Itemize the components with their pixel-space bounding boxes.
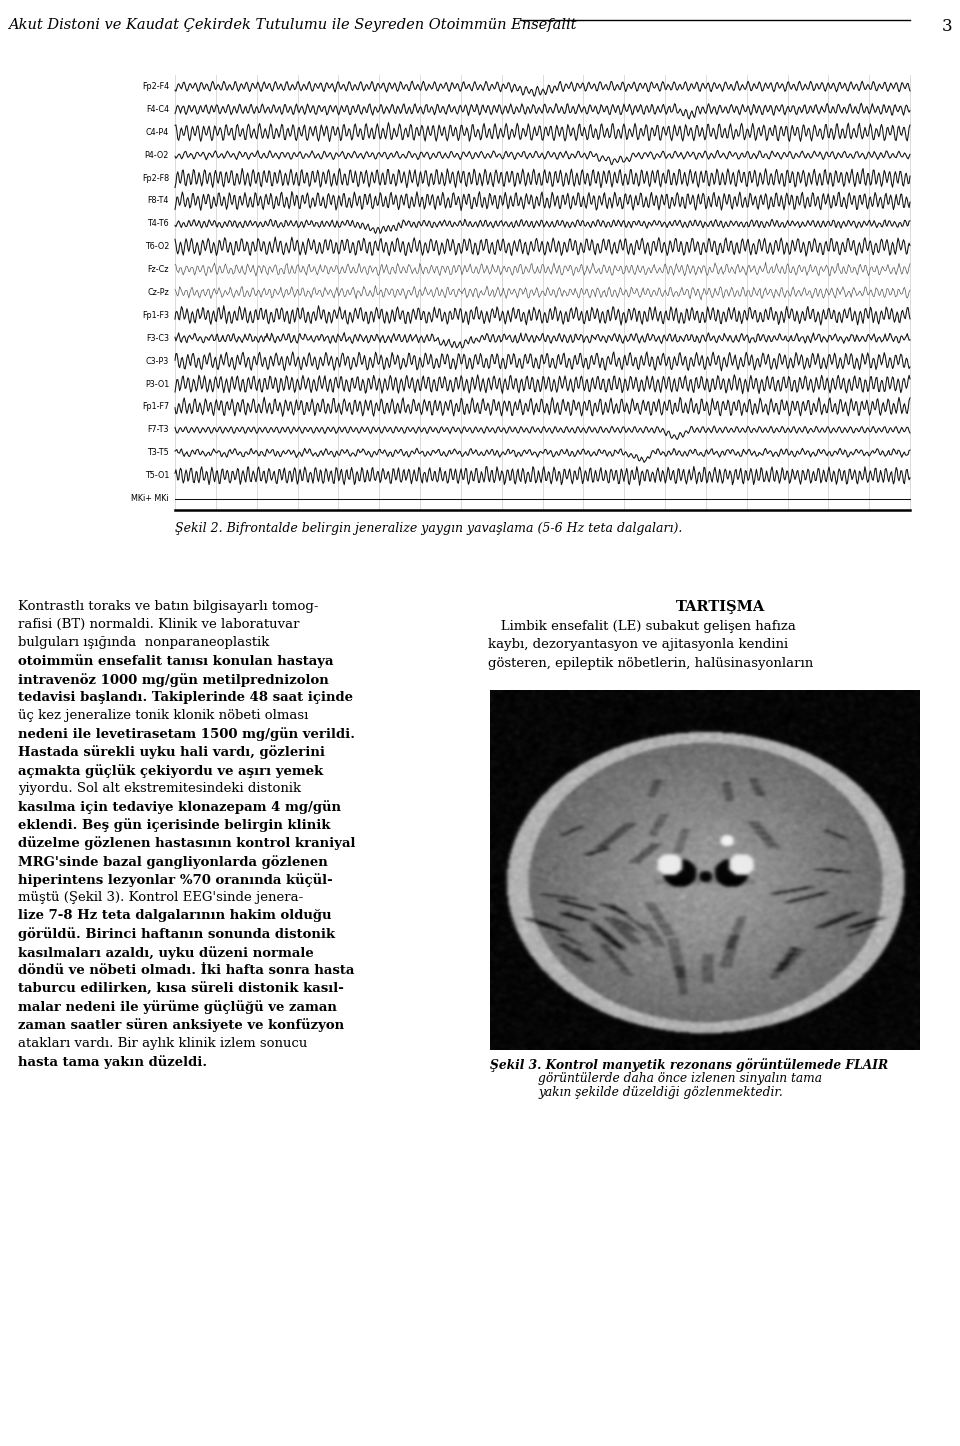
Text: Akut Distoni ve Kaudat Çekirdek Tutulumu ile Seyreden Otoimmün Ensefalit: Akut Distoni ve Kaudat Çekirdek Tutulumu… [8,17,577,32]
Text: hasta tama yakın düzeldi.: hasta tama yakın düzeldi. [18,1056,207,1069]
Text: malar nedeni ile yürüme güçlüğü ve zaman: malar nedeni ile yürüme güçlüğü ve zaman [18,1001,308,1014]
Text: T3-T5: T3-T5 [147,448,169,457]
Text: C4-P4: C4-P4 [146,127,169,137]
Text: lize 7-8 Hz teta dalgalarının hakim olduğu: lize 7-8 Hz teta dalgalarının hakim oldu… [18,910,301,923]
Text: üç kez jeneralize tonik klonik nöbeti olması: üç kez jeneralize tonik klonik nöbeti ol… [18,709,308,722]
Text: döndü ve nöbeti olmadı. İki hafta sonra hasta: döndü ve nöbeti olmadı. İki hafta sonra … [18,964,354,977]
Text: F8-T4: F8-T4 [148,197,169,205]
Text: P3-O1: P3-O1 [145,380,169,389]
Text: lize 7-8 Hz teta dalgalarının hakim olduğu: lize 7-8 Hz teta dalgalarının hakim oldu… [18,910,331,923]
Text: hasta tama yakın düzeldi.: hasta tama yakın düzeldi. [18,1056,190,1069]
Text: kasılma için tedaviye klonazepam 4 mg/gün: kasılma için tedaviye klonazepam 4 mg/gü… [18,800,341,814]
Text: Şekil 2. Bifrontalde belirgin jeneralize yaygın yavaşlama (5-6 Hz teta dalgaları: Şekil 2. Bifrontalde belirgin jeneralize… [175,522,683,535]
Text: müştü (Şekil 3). Kontrol EEG'sinde jenera-: müştü (Şekil 3). Kontrol EEG'sinde jener… [18,891,303,904]
Text: hiperintens lezyonlar %70 oranında küçül-: hiperintens lezyonlar %70 oranında küçül… [18,873,333,886]
Text: malar nedeni ile yürüme güçlüğü ve zaman: malar nedeni ile yürüme güçlüğü ve zaman [18,1001,337,1014]
Text: atakları vardı. Bir aylık klinik izlem sonucu: atakları vardı. Bir aylık klinik izlem s… [18,1037,307,1050]
Text: düzelme gözlenen hastasının kontrol kraniyal: düzelme gözlenen hastasının kontrol kran… [18,837,355,850]
Text: Kontrastlı toraks ve batın bilgisayarlı tomog-: Kontrastlı toraks ve batın bilgisayarlı … [18,600,319,613]
Text: açmakta güçlük çekiyordu ve aşırı yemek: açmakta güçlük çekiyordu ve aşırı yemek [18,763,324,778]
Text: otoimmün ensefalit tanısı konulan hastaya: otoimmün ensefalit tanısı konulan hastay… [18,655,333,668]
Text: MRG'sinde bazal gangliyonlarda gözlenen: MRG'sinde bazal gangliyonlarda gözlenen [18,855,300,868]
Text: Fp2-F4: Fp2-F4 [142,82,169,91]
Text: eklendi. Beş gün içerisinde belirgin klinik: eklendi. Beş gün içerisinde belirgin kli… [18,818,330,833]
Text: üç kez jeneralize tonik klonik nöbeti olması: üç kez jeneralize tonik klonik nöbeti ol… [18,709,308,722]
Text: Şekil 3. Kontrol manyetik rezonans görüntülemede FLAIR: Şekil 3. Kontrol manyetik rezonans görün… [490,1058,888,1071]
Text: görüldü. Birinci haftanın sonunda distonik: görüldü. Birinci haftanın sonunda diston… [18,927,301,940]
Text: MKi+ MKi: MKi+ MKi [132,495,169,503]
Text: 3: 3 [942,17,952,35]
Text: görüldü. Birinci haftanın sonunda distonik: görüldü. Birinci haftanın sonunda diston… [18,927,335,941]
Text: Hastada sürekli uyku hali vardı, gözlerini: Hastada sürekli uyku hali vardı, gözleri… [18,746,325,759]
Text: MRG'sinde bazal gangliyonlarda gözlenen: MRG'sinde bazal gangliyonlarda gözlenen [18,855,327,869]
Text: eklendi. Beş gün içerisinde belirgin klinik: eklendi. Beş gün içerisinde belirgin kli… [18,818,297,831]
Text: Limbik ensefalit (LE) subakut gelişen hafıza: Limbik ensefalit (LE) subakut gelişen ha… [488,620,796,633]
Text: F7-T3: F7-T3 [148,425,169,434]
Text: açmakta güçlük çekiyordu ve aşırı yemek: açmakta güçlük çekiyordu ve aşırı yemek [18,763,297,777]
Text: kaybı, dezoryantasyon ve ajitasyonla kendini: kaybı, dezoryantasyon ve ajitasyonla ken… [488,638,788,651]
Text: Hastada sürekli uyku hali vardı, gözlerini: Hastada sürekli uyku hali vardı, gözleri… [18,746,296,759]
Text: tedavisi başlandı. Takiplerinde 48 saat içinde: tedavisi başlandı. Takiplerinde 48 saat … [18,691,321,704]
Text: yiyordu. Sol alt ekstremitesindeki distonik: yiyordu. Sol alt ekstremitesindeki disto… [18,782,301,795]
Text: bulguları ışığında  nonparaneoplastik: bulguları ışığında nonparaneoplastik [18,636,270,649]
Text: bulguları ışığında  nonparaneoplastik: bulguları ışığında nonparaneoplastik [18,636,270,649]
Text: yiyordu. Sol alt ekstremitesindeki distonik: yiyordu. Sol alt ekstremitesindeki disto… [18,782,301,795]
Text: zaman saatler süren anksiyete ve konfüzyon: zaman saatler süren anksiyete ve konfüzy… [18,1018,315,1031]
Text: tedavisi başlandı. Takiplerinde 48 saat içinde: tedavisi başlandı. Takiplerinde 48 saat … [18,691,353,704]
Text: görüntülerde daha önce izlenen sinyalın tama: görüntülerde daha önce izlenen sinyalın … [538,1071,822,1084]
Text: gösteren, epileptik nöbetlerin, halüsinasyonların: gösteren, epileptik nöbetlerin, halüsina… [488,656,813,669]
Text: P4-O2: P4-O2 [145,150,169,159]
Text: rafisi (BT) normaldi. Klinik ve laboratuvar: rafisi (BT) normaldi. Klinik ve laboratu… [18,619,300,632]
Text: rafisi (BT) normaldi. Klinik ve laboratuvar: rafisi (BT) normaldi. Klinik ve laboratu… [18,619,300,632]
Text: intravenöz 1000 mg/gün metilprednizolon: intravenöz 1000 mg/gün metilprednizolon [18,672,300,685]
Text: otoimmün ensefalit tanısı konulan hastaya: otoimmün ensefalit tanısı konulan hastay… [18,655,302,668]
Text: Fp1-F3: Fp1-F3 [142,311,169,320]
Text: Fp1-F7: Fp1-F7 [142,402,169,412]
Text: yakın şekilde düzeldiği gözlenmektedir.: yakın şekilde düzeldiği gözlenmektedir. [538,1086,782,1099]
Text: nedeni ile levetirasetam 1500 mg/gün verildi.: nedeni ile levetirasetam 1500 mg/gün ver… [18,727,324,740]
Text: Fp2-F8: Fp2-F8 [142,174,169,182]
Text: Fz-Cz: Fz-Cz [148,265,169,275]
Text: taburcu edilirken, kısa süreli distonik kasıl-: taburcu edilirken, kısa süreli distonik … [18,982,344,995]
Text: taburcu edilirken, kısa süreli distonik kasıl-: taburcu edilirken, kısa süreli distonik … [18,982,309,995]
Text: F3-C3: F3-C3 [146,334,169,343]
Text: Cz-Pz: Cz-Pz [147,288,169,296]
Text: intravenöz 1000 mg/gün metilprednizolon: intravenöz 1000 mg/gün metilprednizolon [18,672,328,687]
Text: hiperintens lezyonlar %70 oranında küçül-: hiperintens lezyonlar %70 oranında küçül… [18,873,303,886]
Text: kasılmaları azaldı, uyku düzeni normale: kasılmaları azaldı, uyku düzeni normale [18,946,314,960]
Text: atakları vardı. Bir aylık klinik izlem sonucu: atakları vardı. Bir aylık klinik izlem s… [18,1037,307,1050]
Text: T6-O2: T6-O2 [145,243,169,252]
Text: müştü (Şekil 3). Kontrol EEG'sinde jenera-: müştü (Şekil 3). Kontrol EEG'sinde jener… [18,891,303,904]
Text: T5-O1: T5-O1 [145,471,169,480]
Text: C3-P3: C3-P3 [146,357,169,366]
Text: F4-C4: F4-C4 [146,106,169,114]
Text: zaman saatler süren anksiyete ve konfüzyon: zaman saatler süren anksiyete ve konfüzy… [18,1018,344,1032]
Text: kasılma için tedaviye klonazepam 4 mg/gün: kasılma için tedaviye klonazepam 4 mg/gü… [18,800,311,813]
Text: kasılmaları azaldı, uyku düzeni normale: kasılmaları azaldı, uyku düzeni normale [18,946,286,959]
Text: Kontrastlı toraks ve batın bilgisayarlı tomog-: Kontrastlı toraks ve batın bilgisayarlı … [18,600,319,613]
Text: döndü ve nöbeti olmadı. İki hafta sonra hasta: döndü ve nöbeti olmadı. İki hafta sonra … [18,964,323,977]
Text: düzelme gözlenen hastasının kontrol kraniyal: düzelme gözlenen hastasının kontrol kran… [18,837,324,850]
Text: nedeni ile levetirasetam 1500 mg/gün verildi.: nedeni ile levetirasetam 1500 mg/gün ver… [18,727,355,742]
Text: T4-T6: T4-T6 [148,220,169,228]
Text: TARTIŞMA: TARTIŞMA [676,600,764,615]
